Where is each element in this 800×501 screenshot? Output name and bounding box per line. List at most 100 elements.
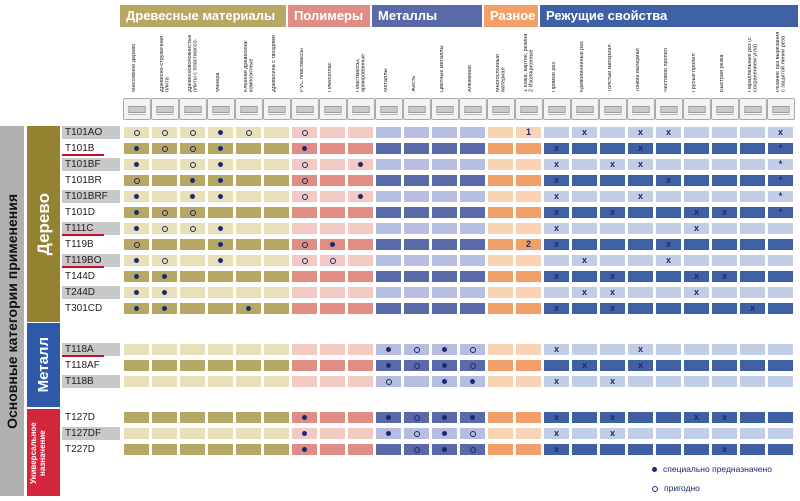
grid-cell bbox=[347, 359, 374, 372]
cell-mark: x bbox=[637, 360, 643, 370]
grid-cell bbox=[767, 427, 794, 440]
row-label: T144D bbox=[62, 270, 120, 283]
dot-icon bbox=[218, 226, 223, 232]
grid-cell bbox=[739, 270, 766, 283]
grid-cell bbox=[263, 286, 290, 299]
tin-icon bbox=[403, 98, 431, 120]
cell-mark bbox=[208, 175, 233, 186]
grid-cell bbox=[291, 343, 318, 356]
row-label: T101AO bbox=[62, 126, 120, 139]
grid-cell: x bbox=[683, 286, 710, 299]
grid-cell bbox=[459, 343, 486, 356]
cell-mark bbox=[404, 444, 429, 455]
dot-icon bbox=[470, 415, 475, 421]
ring-icon bbox=[161, 209, 168, 216]
grid-cell: x bbox=[599, 302, 626, 315]
grid-cell bbox=[123, 254, 150, 267]
grid-cell bbox=[487, 222, 514, 235]
grid-cell bbox=[123, 238, 150, 251]
grid-cell bbox=[655, 206, 682, 219]
cell-mark bbox=[348, 159, 373, 170]
ring-icon bbox=[301, 193, 308, 200]
legend-suitable: пригодно bbox=[652, 483, 700, 493]
grid-cell bbox=[263, 206, 290, 219]
dot-icon bbox=[134, 162, 139, 168]
grid-cell: x bbox=[711, 411, 738, 424]
column-header: Плексиглас bbox=[328, 62, 333, 92]
grid-cell bbox=[207, 411, 234, 424]
grid-cell bbox=[711, 286, 738, 299]
cell-mark bbox=[432, 376, 457, 387]
cell-mark: x bbox=[553, 444, 559, 454]
plywood-icon bbox=[207, 98, 235, 120]
grid-cell bbox=[571, 238, 598, 251]
grid-cell bbox=[683, 174, 710, 187]
cell-mark bbox=[152, 287, 177, 298]
grid-cell bbox=[403, 375, 430, 388]
grid-cell bbox=[403, 254, 430, 267]
nonferrous-icon bbox=[431, 98, 459, 120]
grid-cell bbox=[151, 174, 178, 187]
grid-cell: x bbox=[683, 222, 710, 235]
grid-cell bbox=[767, 411, 794, 424]
cell-mark: x bbox=[609, 303, 615, 313]
grid-cell bbox=[179, 427, 206, 440]
grid-cell bbox=[347, 158, 374, 171]
clean-cut-icon bbox=[655, 98, 683, 120]
grid-cell bbox=[571, 411, 598, 424]
grid-cell bbox=[431, 190, 458, 203]
ring-icon bbox=[469, 346, 476, 353]
cell-mark bbox=[460, 412, 485, 423]
grid-cell: x bbox=[599, 375, 626, 388]
grid-cell: x bbox=[599, 411, 626, 424]
cell-mark: x bbox=[553, 412, 559, 422]
cell-mark: x bbox=[609, 412, 615, 422]
grid-cell bbox=[487, 375, 514, 388]
grid-cell bbox=[683, 359, 710, 372]
grid-cell bbox=[459, 206, 486, 219]
ring-icon bbox=[189, 161, 196, 168]
cell-mark bbox=[124, 175, 149, 186]
grid-cell: x bbox=[543, 142, 570, 155]
category-metal: Металл bbox=[27, 323, 60, 407]
grid-cell bbox=[739, 206, 766, 219]
grid-cell bbox=[179, 375, 206, 388]
grid-cell bbox=[459, 359, 486, 372]
grid-cell bbox=[767, 286, 794, 299]
grid-cell bbox=[655, 443, 682, 456]
cell-mark: x bbox=[665, 175, 671, 185]
group-header-cut: Режущие свойства bbox=[540, 5, 798, 27]
dot-icon bbox=[470, 379, 475, 385]
grid-cell bbox=[207, 238, 234, 251]
grid-cell: x bbox=[543, 190, 570, 203]
legend-special: специально предназначено bbox=[652, 464, 772, 474]
cell-mark: x bbox=[609, 428, 615, 438]
grid-cell bbox=[151, 343, 178, 356]
legend-special-label: специально предназначено bbox=[663, 464, 772, 474]
grid-cell bbox=[319, 375, 346, 388]
grid-cell: * bbox=[767, 190, 794, 203]
column-header: Грубый пропил bbox=[692, 53, 697, 92]
cell-mark bbox=[124, 207, 149, 218]
grid-cell bbox=[655, 158, 682, 171]
grid-cell bbox=[123, 302, 150, 315]
cell-mark bbox=[348, 191, 373, 202]
grid-cell bbox=[235, 411, 262, 424]
cell-mark bbox=[292, 239, 317, 250]
grid-cell bbox=[655, 302, 682, 315]
cell-mark bbox=[180, 207, 205, 218]
grid-cell bbox=[319, 427, 346, 440]
ring-icon bbox=[189, 129, 196, 136]
ring-icon bbox=[469, 430, 476, 437]
ring-icon bbox=[301, 161, 308, 168]
ring-icon bbox=[469, 446, 476, 453]
parallel-cut-icon bbox=[739, 98, 767, 120]
grid-cell bbox=[263, 222, 290, 235]
grid-cell bbox=[123, 158, 150, 171]
ring-icon bbox=[301, 177, 308, 184]
cell-mark bbox=[376, 344, 401, 355]
grid-cell: x bbox=[767, 126, 794, 139]
splinter-free-icon bbox=[767, 98, 795, 120]
grid-cell bbox=[683, 190, 710, 203]
grid-cell bbox=[515, 359, 542, 372]
